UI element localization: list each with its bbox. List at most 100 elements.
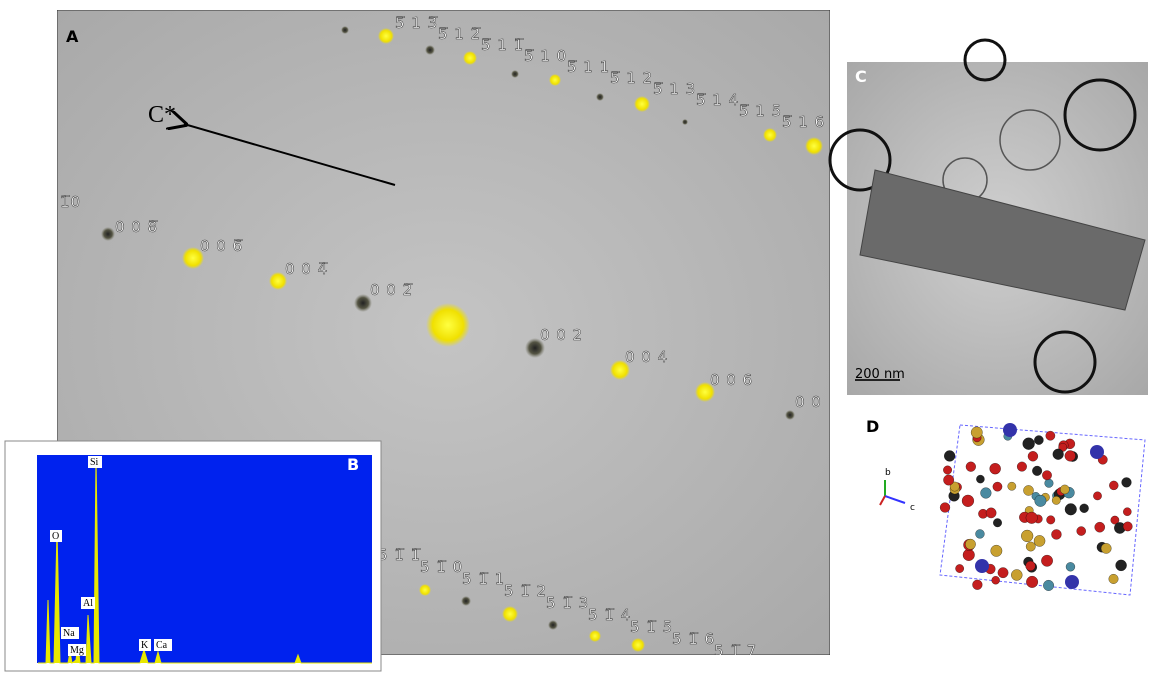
atom xyxy=(1052,496,1060,504)
spot-label: 0 0 2 xyxy=(540,326,583,344)
element-label: Mg xyxy=(70,645,84,656)
tem-panel: 200 nm C xyxy=(830,40,1148,395)
spot-label: 5̅ 1 1̅ xyxy=(481,36,524,54)
figure: C* A 1̅0 0 0 8̅ 0 0 6̅ 0 0 4̅ 0 0 2̅ 0 0… xyxy=(0,0,1149,675)
axis-label: c xyxy=(910,503,915,513)
atom xyxy=(943,475,953,485)
atom xyxy=(1026,542,1035,551)
atom xyxy=(1045,479,1054,488)
spot-label: 5 1̅ 6 xyxy=(672,630,715,648)
atom xyxy=(1093,492,1101,500)
spot-label: 5̅ 1 5 xyxy=(739,102,782,120)
atom xyxy=(1041,555,1052,566)
atom xyxy=(1122,477,1132,487)
atom xyxy=(972,580,982,590)
element-label: Ca xyxy=(156,640,168,651)
atom xyxy=(1053,449,1064,460)
atom xyxy=(1116,560,1127,571)
atom xyxy=(1080,504,1089,513)
spot-label: 5 1̅ 7 xyxy=(714,642,757,660)
atom xyxy=(1123,522,1132,531)
atom xyxy=(1066,562,1075,571)
spot-label: 0 0 6 xyxy=(710,371,753,389)
panel-label: A xyxy=(66,27,79,46)
atom xyxy=(944,451,955,462)
atom xyxy=(1028,451,1038,461)
atom xyxy=(1034,436,1043,445)
atom xyxy=(940,503,950,513)
atom xyxy=(1095,522,1105,532)
atom xyxy=(993,482,1002,491)
spot-label: 5̅ 1 6 xyxy=(782,113,825,131)
spot-label: 0 0 4̅ xyxy=(285,260,328,278)
axis-label: C* xyxy=(148,102,176,128)
atom xyxy=(1101,543,1111,553)
atom xyxy=(963,549,975,561)
atom xyxy=(1032,466,1042,476)
eds-panel: B Si O Al Na Mg K Ca xyxy=(5,441,381,671)
spot-label: 5̅ 1 3 xyxy=(653,80,696,98)
spot-label: 5̅ 1 2̅ xyxy=(438,25,481,43)
atom xyxy=(1060,485,1069,494)
spot-label: 0 0 6̅ xyxy=(200,237,243,255)
atom xyxy=(992,576,1000,584)
atom xyxy=(1077,527,1086,536)
atom xyxy=(1051,529,1061,539)
spot-label: 5 1̅ 1 xyxy=(462,570,505,588)
spot-label: 0 0 xyxy=(795,393,822,411)
atom xyxy=(1026,561,1036,571)
panel-label: C xyxy=(855,67,867,86)
atom xyxy=(943,466,951,474)
atoms xyxy=(940,423,1132,591)
atom xyxy=(991,545,1002,556)
element-label: Al xyxy=(83,598,93,609)
atom xyxy=(981,488,992,499)
atom xyxy=(1026,576,1038,588)
spot-label: 5̅ 1 1 xyxy=(567,58,610,76)
spot-label: 5 1̅ 5 xyxy=(630,618,673,636)
atom xyxy=(1034,535,1045,546)
atom xyxy=(965,539,975,549)
atom xyxy=(1123,508,1131,516)
atom xyxy=(1023,438,1035,450)
spot-label: 0 0 8̅ xyxy=(115,218,158,236)
element-label: K xyxy=(141,640,149,651)
spot-label: 5 1̅ 2 xyxy=(504,582,547,600)
atom xyxy=(1065,504,1077,516)
atom xyxy=(1026,512,1038,524)
atom xyxy=(1042,471,1051,480)
spot-label: 1̅0 xyxy=(60,193,81,211)
panel-label: B xyxy=(347,455,359,474)
atom xyxy=(1043,580,1054,591)
spot-label: 0 0 4 xyxy=(625,348,668,366)
atom xyxy=(1011,569,1022,580)
atom xyxy=(1046,431,1055,440)
element-label: Si xyxy=(90,457,99,468)
atom xyxy=(955,564,963,572)
atom xyxy=(1035,495,1047,507)
atom xyxy=(1090,445,1104,459)
atom xyxy=(1109,574,1119,584)
atom xyxy=(1023,485,1033,495)
atom xyxy=(993,518,1002,527)
spot-label: 5̅ 1 3̅ xyxy=(395,14,438,32)
element-label: O xyxy=(52,531,59,542)
spot-label: 5 1̅ 3 xyxy=(546,594,589,612)
axis-label: b xyxy=(885,468,891,478)
atom xyxy=(1008,482,1016,490)
atom xyxy=(976,475,984,483)
spot-label: 5̅ 1 0 xyxy=(524,47,567,65)
atom xyxy=(1046,516,1054,524)
structure-panel: D b c xyxy=(866,417,1145,595)
atom xyxy=(998,567,1008,577)
scale-label: 200 nm xyxy=(855,367,905,382)
spot-label: 0 0 2̅ xyxy=(370,281,413,299)
unit-cell xyxy=(940,425,1145,595)
atom xyxy=(1065,575,1079,589)
atom xyxy=(966,462,976,472)
spot-label: 5 1̅ 0 xyxy=(420,558,463,576)
atom xyxy=(962,495,974,507)
atom xyxy=(986,508,996,518)
panel-label: D xyxy=(866,417,879,436)
atom xyxy=(1109,481,1118,490)
